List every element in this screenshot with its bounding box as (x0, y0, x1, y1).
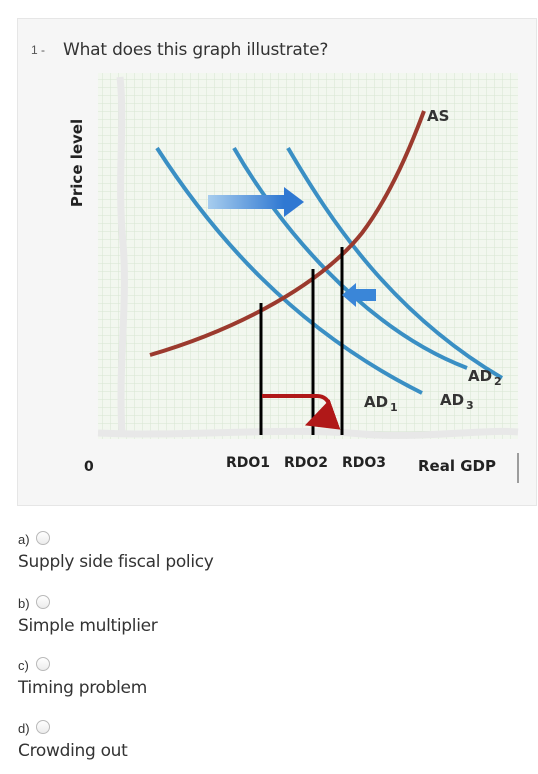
option-b-letter: b) (18, 596, 30, 611)
ad2-label: AD (468, 367, 492, 385)
x-axis (97, 427, 519, 439)
as-label: AS (427, 107, 449, 125)
ad2-subscript: 2 (494, 375, 502, 388)
question-text: What does this graph illustrate? (63, 40, 329, 60)
ad1-curve (155, 146, 423, 395)
option-a-text[interactable]: Supply side fiscal policy (18, 552, 214, 572)
graph-grid-background (98, 73, 518, 439)
option-b-radio[interactable] (36, 595, 50, 609)
question-number: 1 - (31, 43, 46, 57)
option-a-letter: a) (18, 532, 30, 547)
option-c-text[interactable]: Timing problem (18, 678, 147, 698)
y-axis-label: Price level (68, 119, 86, 207)
ad3-label: AD (440, 391, 464, 409)
option-d-text[interactable]: Crowding out (18, 741, 128, 761)
x-tick-rdo3: RDO3 (342, 455, 386, 471)
shift-left-arrow-body (356, 289, 376, 301)
ad2-curve (232, 147, 468, 370)
option-a-radio[interactable] (36, 531, 50, 545)
option-c-letter: c) (18, 658, 29, 673)
option-d-radio[interactable] (36, 720, 50, 734)
ad1-subscript: 1 (390, 401, 398, 414)
option-d-letter: d) (18, 721, 30, 736)
x-axis-label: Real GDP (418, 457, 496, 475)
ad3-curve (286, 146, 504, 380)
economics-graph: Price level 0 Real GDP RDO1 RDO2 RDO3 AS… (62, 63, 520, 483)
shift-left-arrow-icon (342, 283, 356, 307)
ad-as-diagram: Price level 0 Real GDP RDO1 RDO2 RDO3 AS… (68, 73, 519, 483)
option-b-text[interactable]: Simple multiplier (18, 616, 158, 636)
shift-right-arrow-body (208, 195, 284, 209)
shift-right-arrow-icon (284, 187, 304, 217)
origin-label: 0 (84, 459, 94, 475)
ad3-subscript: 3 (466, 399, 474, 412)
x-tick-rdo2: RDO2 (284, 455, 328, 471)
ad1-label: AD (364, 393, 388, 411)
x-tick-rdo1: RDO1 (226, 455, 270, 471)
as-curve (149, 110, 426, 357)
y-axis (116, 76, 128, 434)
crowding-return-arrow (262, 394, 341, 430)
option-c-radio[interactable] (36, 657, 50, 671)
